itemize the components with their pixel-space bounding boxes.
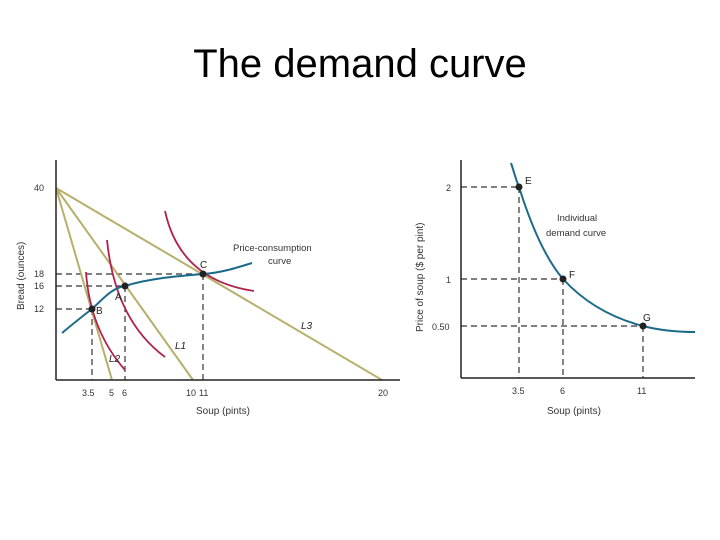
point-g	[639, 322, 647, 330]
budget-line-labels: L2 L1 L3	[109, 321, 313, 365]
right-x-tick-6: 6	[560, 386, 565, 396]
left-x-tick-10: 10	[186, 388, 196, 398]
left-annotation-line-1: Price-consumption	[233, 243, 312, 254]
right-dashes	[461, 186, 644, 378]
budget-label-l3: L3	[301, 321, 313, 332]
point-label-a: A	[115, 292, 122, 303]
point-label-b: B	[96, 306, 103, 317]
point-a	[121, 282, 129, 290]
left-x-ticks: 3.5 5 6 10 11 20	[82, 388, 388, 398]
left-x-tick-5: 5	[109, 388, 114, 398]
right-y-tick-2: 2	[446, 183, 451, 193]
right-annotation-line-1: Individual	[557, 213, 597, 224]
left-x-tick-11: 11	[199, 388, 208, 398]
point-e	[515, 183, 523, 191]
right-y-tick-1: 1	[446, 275, 451, 285]
point-f	[559, 275, 567, 283]
left-x-tick-6: 6	[122, 388, 127, 398]
left-points	[88, 270, 207, 313]
left-y-ticks: 12 16 18 40	[34, 183, 44, 314]
left-y-tick-16: 16	[34, 281, 44, 291]
right-x-tick-3-5: 3.5	[512, 386, 525, 396]
budget-line-l2	[55, 187, 113, 381]
right-points	[515, 183, 647, 330]
budget-label-l2: L2	[109, 354, 121, 365]
right-chart: E F G Individual demand curve 0.50 1 2 3…	[415, 160, 696, 417]
point-c	[199, 270, 207, 278]
left-point-labels: B A C	[96, 260, 207, 317]
right-y-tick-0-50: 0.50	[432, 322, 450, 332]
indifference-curves	[85, 210, 255, 371]
left-x-axis-label: Soup (pints)	[196, 406, 250, 417]
right-point-labels: E F G	[525, 176, 651, 324]
right-y-axis-label: Price of soup ($ per pint)	[415, 223, 426, 333]
point-label-g: G	[643, 313, 651, 324]
budget-line-l3	[55, 187, 383, 381]
individual-demand-curve	[510, 162, 696, 333]
indifference-curve-a	[106, 239, 166, 358]
left-y-axis-label: Bread (ounces)	[16, 242, 27, 310]
left-x-tick-3-5: 3.5	[82, 388, 95, 398]
point-b	[88, 305, 96, 313]
left-y-tick-18: 18	[34, 269, 44, 279]
point-label-e: E	[525, 176, 532, 187]
right-x-ticks: 3.5 6 11	[512, 386, 646, 396]
left-chart: B A C L2 L1 L3 Price-consumption curve 1…	[16, 160, 400, 417]
point-label-c: C	[200, 260, 207, 271]
right-annotation-line-2: demand curve	[546, 228, 606, 239]
left-x-tick-20: 20	[378, 388, 388, 398]
left-y-tick-40: 40	[34, 183, 44, 193]
left-y-tick-12: 12	[34, 304, 44, 314]
slide-title: The demand curve	[193, 42, 527, 86]
point-label-f: F	[569, 270, 575, 281]
budget-label-l1: L1	[175, 341, 186, 352]
right-x-axis-label: Soup (pints)	[547, 406, 601, 417]
indifference-curve-b	[85, 271, 126, 371]
right-x-tick-11: 11	[637, 386, 646, 396]
right-y-ticks: 0.50 1 2	[432, 183, 451, 332]
left-annotation-line-2: curve	[268, 256, 291, 267]
budget-lines	[55, 187, 383, 381]
indifference-curve-c	[164, 210, 255, 292]
